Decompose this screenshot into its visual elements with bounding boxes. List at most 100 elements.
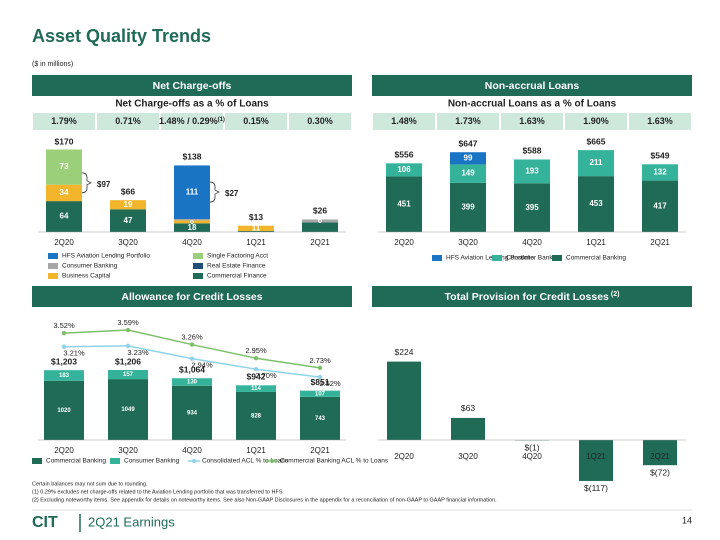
legend-label: HFS Aviation Lending Portfolio: [446, 255, 534, 262]
line-point: [253, 356, 259, 361]
segment-label: 417: [653, 201, 667, 210]
point-label: 3.59%: [117, 318, 139, 327]
x-tick-label: 4Q20: [182, 446, 202, 455]
bar-segment: [108, 379, 148, 440]
x-tick-label: 2Q20: [394, 238, 414, 247]
total-label: $556: [395, 150, 414, 160]
legend-label: Consumer Banking: [506, 255, 562, 262]
ratio-cell: [501, 113, 563, 130]
ratio-label: 1.79%: [51, 116, 77, 126]
bar-segment: [236, 385, 276, 392]
value-label: $(72): [650, 467, 670, 477]
segment-label: 399: [461, 203, 475, 212]
section-title-note: (2): [611, 291, 620, 298]
bar-segment: [174, 223, 210, 232]
bar: [643, 440, 677, 466]
legend-swatch: [432, 255, 442, 261]
point-label: 2.73%: [309, 356, 331, 365]
segment-label: 149: [461, 169, 475, 178]
section-header: [32, 75, 352, 96]
total-label: $170: [55, 136, 74, 146]
ratio-text: 1.48%: [391, 116, 417, 126]
ratio-label: 1.48%: [391, 116, 417, 126]
bar: [579, 440, 613, 481]
point-label: 3.23%: [127, 348, 149, 357]
bar-segment: [110, 200, 146, 210]
section-header: [372, 75, 692, 96]
bar-segment: [46, 201, 82, 232]
segment-label: 6: [190, 217, 195, 226]
segment-label: 451: [397, 199, 411, 208]
slide-title: Asset Quality Trends: [32, 26, 211, 46]
legend-swatch: [552, 255, 562, 261]
bar-segment: [110, 209, 146, 232]
point-label: 2.52%: [319, 379, 341, 388]
ratio-label: 0.15%: [243, 116, 269, 126]
x-tick-label: 2Q21: [650, 452, 670, 461]
legend-swatch: [193, 263, 203, 269]
x-tick-label: 1Q21: [246, 238, 266, 247]
segment-label: 6: [318, 216, 323, 225]
point-label: 3.21%: [63, 349, 85, 358]
segment-label: 18: [188, 223, 197, 232]
section-title: Non-accrual Loans: [485, 80, 580, 92]
ratio-cell: [97, 113, 159, 130]
legend-label: Commercial Banking: [566, 255, 626, 262]
ratio-cell: [225, 113, 287, 130]
segment-label: 19: [124, 200, 133, 209]
point-label: 2.70%: [255, 371, 277, 380]
ratio-text: 1.63%: [519, 116, 545, 126]
brace: [209, 181, 220, 203]
value-label: $(1): [524, 443, 539, 453]
total-label: $66: [121, 186, 135, 196]
total-label: $1,203: [51, 356, 77, 366]
line-point: [189, 356, 195, 361]
segment-label: 743: [315, 416, 326, 422]
bar-segment: [44, 380, 84, 440]
ratio-text: 0.30%: [307, 116, 333, 126]
legend-label: Commercial Finance: [207, 273, 267, 280]
bar-segment: [46, 149, 82, 185]
ratio-text: 1.73%: [455, 116, 481, 126]
x-tick-label: 2Q21: [310, 238, 330, 247]
bar-segment: [578, 176, 614, 232]
point-label: 2.95%: [245, 346, 267, 355]
x-tick-label: 4Q20: [522, 238, 542, 247]
section-header: [372, 286, 692, 307]
legend-label: Consumer Banking: [124, 458, 180, 465]
x-tick-label: 1Q21: [586, 238, 606, 247]
bar-segment: [578, 150, 614, 177]
legend-swatch: [193, 253, 203, 259]
x-tick-label: 4Q20: [182, 238, 202, 247]
segment-label: 11: [252, 223, 261, 232]
total-label: $1,064: [179, 364, 205, 374]
legend-label: HFS Aviation Lending Portfolio: [62, 253, 150, 260]
ratio-text: 1.90%: [583, 116, 609, 126]
ratio-note: (1): [218, 117, 225, 123]
bar-segment: [172, 378, 212, 386]
brand: CIT: [32, 514, 58, 531]
ratio-text: 0.71%: [115, 116, 141, 126]
segment-label: 453: [589, 199, 603, 208]
segment-label: 193: [525, 167, 539, 176]
segment-label: 114: [251, 386, 261, 392]
x-tick-label: 2Q20: [394, 452, 414, 461]
ratio-label: 1.90%: [583, 116, 609, 126]
bar-segment: [450, 152, 486, 165]
bar-segment: [514, 159, 550, 184]
bar-segment: [44, 370, 84, 381]
ratio-text: 1.48% / 0.29%: [159, 116, 218, 126]
total-label: $851: [311, 377, 330, 387]
legend-swatch: [32, 458, 42, 464]
section-title: Allowance for Credit Losses: [121, 291, 262, 303]
total-label: $13: [249, 212, 263, 222]
ratio-text: 0.15%: [243, 116, 269, 126]
line-point: [61, 344, 67, 349]
segment-label: 132: [653, 168, 667, 177]
ratio-label: 1.48% / 0.29%(1): [159, 116, 225, 126]
annotation: $97: [97, 180, 111, 189]
ratio-cell: [437, 113, 499, 130]
footnote: (2) Excluding noteworthy items. See appe…: [32, 497, 497, 503]
legend-swatch: [48, 273, 58, 279]
